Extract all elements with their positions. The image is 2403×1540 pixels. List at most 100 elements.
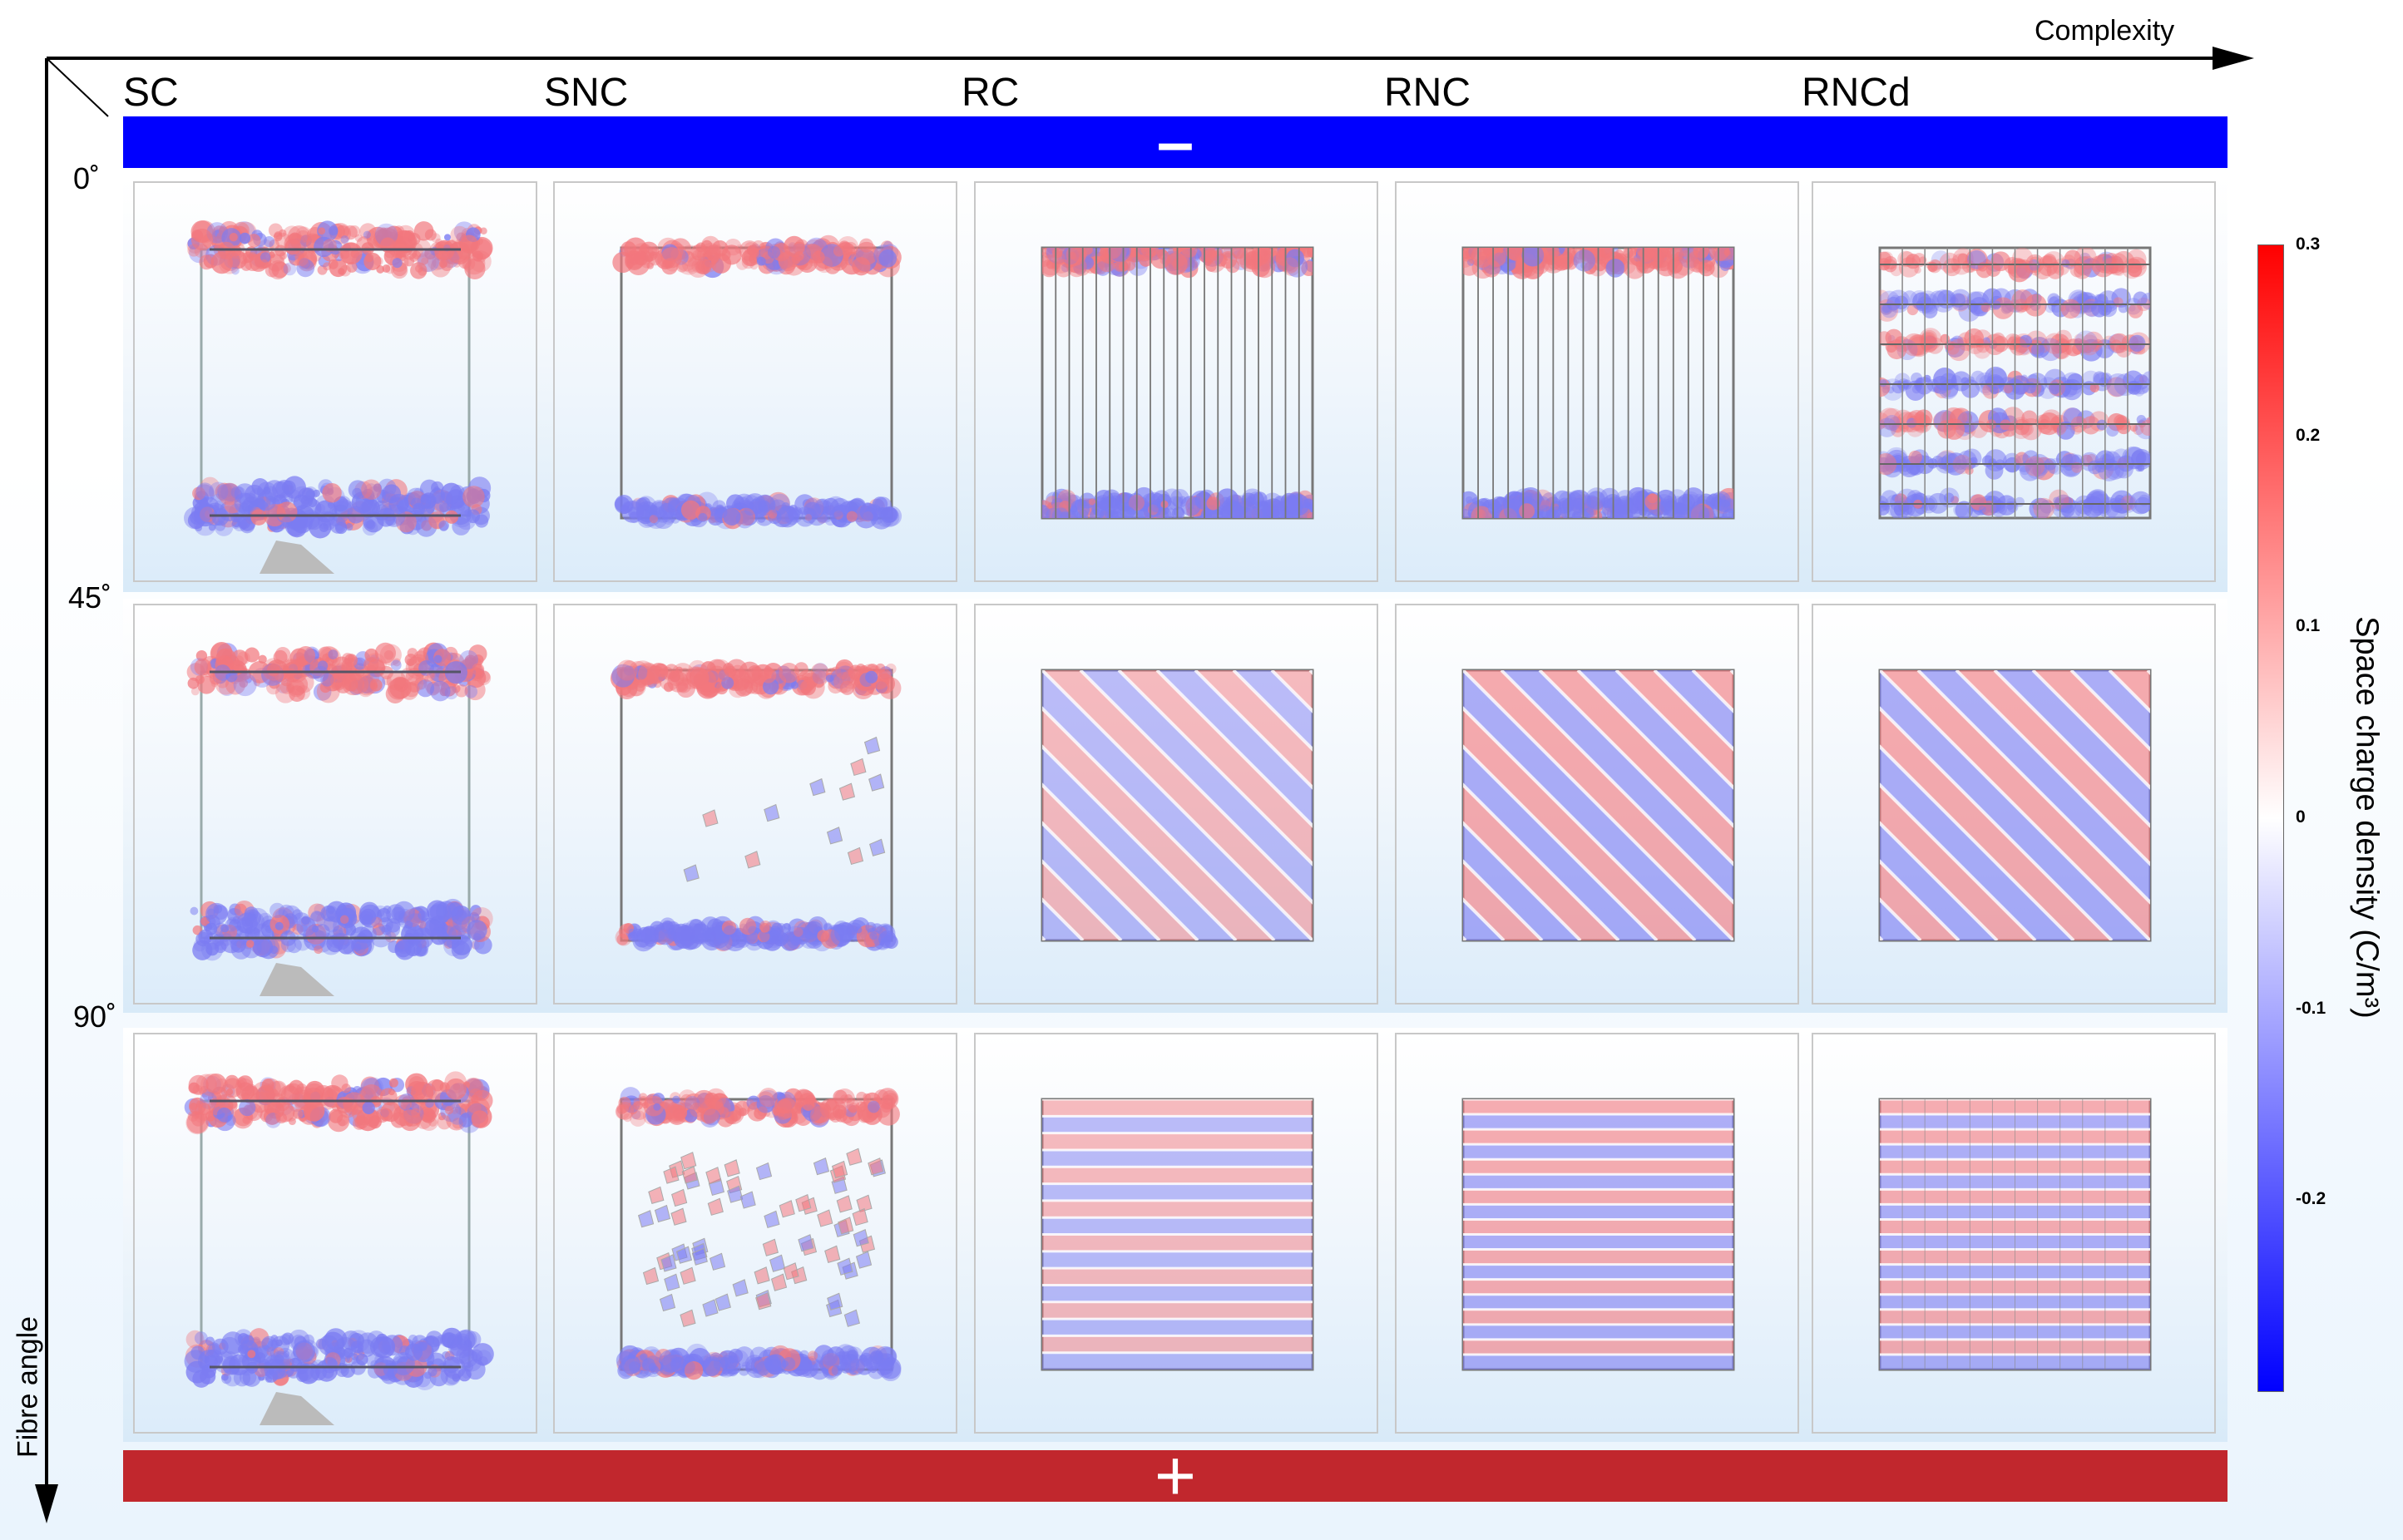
charge-fragment xyxy=(702,1299,719,1317)
charge-blob-strip xyxy=(614,491,902,530)
charge-horizontal-band xyxy=(1463,1249,1733,1265)
column-label-snc: SNC xyxy=(544,71,629,115)
complexity-axis-label: Complexity xyxy=(2035,15,2175,47)
panel-visualization xyxy=(1461,1098,1735,1371)
charge-fragment xyxy=(869,838,886,856)
charge-fragment xyxy=(660,1254,677,1272)
charge-diagonal-band xyxy=(2148,670,2150,673)
charge-horizontal-band xyxy=(1463,1234,1733,1250)
support-shape xyxy=(260,540,334,574)
charge-fragment xyxy=(739,1191,756,1209)
panel-rnc-90deg xyxy=(1395,1033,1799,1434)
charge-fragment xyxy=(809,777,826,797)
fibre-frame xyxy=(620,1098,893,1371)
fibre-line xyxy=(1232,670,1313,752)
panel-rncd-90deg xyxy=(1812,1033,2216,1434)
column-label-rnc: RNC xyxy=(1384,71,1471,115)
charge-horizontal-band xyxy=(1042,1133,1313,1150)
fibre-line xyxy=(1463,935,1467,940)
charge-fragment xyxy=(769,1254,786,1272)
complexity-axis-arrowhead xyxy=(2213,47,2254,70)
fibre-line xyxy=(2146,670,2150,675)
charge-fragment xyxy=(838,782,856,801)
charge-fragment xyxy=(671,1188,688,1207)
charge-fragment xyxy=(843,1309,860,1327)
axis-corner-diagonal xyxy=(46,57,109,117)
fibre-line xyxy=(1042,670,1313,940)
charge-pattern xyxy=(1880,1099,2150,1370)
panel-rncd-0deg xyxy=(1812,181,2216,582)
charge-fragment xyxy=(654,1204,671,1223)
charge-horizontal-band xyxy=(1042,1234,1313,1251)
panel-rc-90deg xyxy=(974,1033,1378,1434)
charge-fragment xyxy=(642,1266,660,1286)
negative-electrode-bar: – xyxy=(123,109,2227,175)
fibre-line xyxy=(1194,670,1313,790)
charge-fragment xyxy=(853,1229,869,1247)
charge-fragment xyxy=(779,1200,795,1218)
fibre-line xyxy=(2031,670,2150,790)
panel-visualization xyxy=(615,1087,902,1382)
support-shape xyxy=(260,1392,334,1425)
charge-horizontal-band xyxy=(1042,1217,1313,1235)
charge-horizontal-band xyxy=(1042,1149,1313,1167)
row-label-0-deg: 0˚ xyxy=(73,161,101,195)
colorbar-tick-label: 0.2 xyxy=(2296,425,2321,445)
charge-horizontal-band xyxy=(1463,1354,1733,1370)
charge-fragment xyxy=(868,773,885,792)
charge-fragment xyxy=(770,1273,788,1291)
fibre-angle-axis-label: Fibre angle xyxy=(12,1315,44,1459)
charge-fragment xyxy=(855,1251,873,1269)
charge-fragment xyxy=(831,1160,848,1179)
charge-horizontal-band xyxy=(1463,1204,1733,1220)
charge-fragment xyxy=(826,827,843,845)
charge-fragment xyxy=(795,1194,812,1212)
charge-pattern xyxy=(1463,248,1733,518)
fibre-line xyxy=(1769,670,1801,940)
charge-blob-strip xyxy=(615,916,898,952)
charge-horizontal-band xyxy=(1463,1279,1733,1295)
charge-horizontal-band xyxy=(1463,1144,1733,1160)
panel-visualization xyxy=(1461,669,1801,942)
charge-horizontal-band xyxy=(1463,1129,1733,1145)
charge-fragment xyxy=(856,1194,873,1212)
charge-horizontal-band xyxy=(1042,1251,1313,1269)
fibre-line xyxy=(1155,670,1313,828)
charge-diagonal-band xyxy=(1310,670,1313,673)
charge-horizontal-band xyxy=(1463,1264,1733,1280)
panel-snc-45deg xyxy=(553,604,957,1004)
charge-horizontal-band xyxy=(1042,1200,1313,1218)
fibre-line xyxy=(1463,782,1620,940)
panel-snc-90deg xyxy=(553,1033,957,1434)
charge-blob-strip xyxy=(616,1343,902,1382)
fibre-line xyxy=(1653,670,1733,752)
charge-horizontal-band xyxy=(1463,1174,1733,1190)
fibre-line xyxy=(1880,935,1884,940)
colorbar-tick-label: -0.2 xyxy=(2296,1189,2326,1209)
fibre-line xyxy=(1308,670,1313,675)
charge-fragment xyxy=(755,1162,773,1181)
fibre-line xyxy=(1880,670,2150,940)
charge-blob-strip xyxy=(190,898,493,961)
column-label-rncd: RNCd xyxy=(1802,71,1911,115)
charge-blob-strip xyxy=(186,220,493,280)
charge-fragment xyxy=(691,1247,708,1266)
charge-fragment xyxy=(762,1238,779,1256)
fibre-frame xyxy=(200,248,471,517)
charge-fragment xyxy=(836,1195,853,1213)
charge-fragment xyxy=(824,1245,841,1263)
charge-fragment xyxy=(709,1252,726,1271)
charge-blob-strip xyxy=(184,1071,493,1135)
panel-visualization xyxy=(1041,1098,1314,1371)
panel-rnc-0deg xyxy=(1395,181,1799,582)
charge-fragment xyxy=(680,1266,696,1285)
charge-pattern xyxy=(1463,1099,1733,1370)
fibre-line xyxy=(1880,706,2114,940)
fibre-line xyxy=(1348,670,1380,940)
panel-visualization xyxy=(1878,246,2152,520)
fibre-line xyxy=(1880,859,1960,940)
fibre-frame xyxy=(200,670,471,940)
fibre-line xyxy=(1042,706,1276,940)
fibre-line xyxy=(1079,670,1313,905)
